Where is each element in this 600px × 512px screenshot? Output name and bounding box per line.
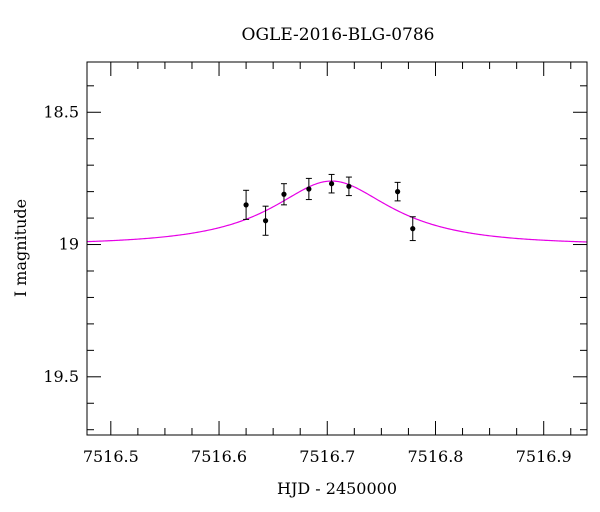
y-tick-label: 19 (59, 235, 79, 254)
point-marker (395, 189, 401, 195)
model-curve (86, 180, 588, 243)
x-tick-label: 7516.8 (407, 447, 463, 466)
data-point (409, 216, 416, 242)
chart-title: OGLE-2016-BLG-0786 (242, 25, 435, 45)
data-point (243, 189, 250, 220)
plot-frame (86, 61, 588, 436)
x-tick-labels: 7516.5 7516.6 7516.7 7516.8 7516.9 (83, 447, 572, 466)
data-point (345, 176, 352, 197)
point-marker (328, 181, 335, 187)
data-point (262, 205, 269, 236)
axis-ticks (87, 62, 587, 435)
x-tick-label: 7516.9 (516, 447, 572, 466)
point-marker (346, 183, 352, 189)
y-tick-labels: 18.5 19 19.5 (43, 102, 79, 386)
x-tick-label: 7516.6 (191, 447, 247, 466)
data-point (394, 181, 401, 202)
point-marker (281, 191, 287, 197)
data-point (328, 173, 335, 194)
x-tick-label: 7516.7 (299, 447, 355, 466)
y-tick-label: 19.5 (43, 367, 79, 386)
point-marker (306, 186, 312, 192)
y-tick-label: 18.5 (43, 102, 79, 121)
x-tick-label: 7516.5 (83, 447, 139, 466)
data-point (305, 177, 312, 201)
point-marker (410, 226, 416, 232)
data-point (280, 183, 287, 206)
x-axis-label: HJD - 2450000 (277, 479, 397, 498)
point-marker (262, 218, 269, 224)
y-axis-label: I magnitude (11, 199, 30, 297)
point-marker (243, 202, 249, 208)
data-points (243, 173, 416, 242)
